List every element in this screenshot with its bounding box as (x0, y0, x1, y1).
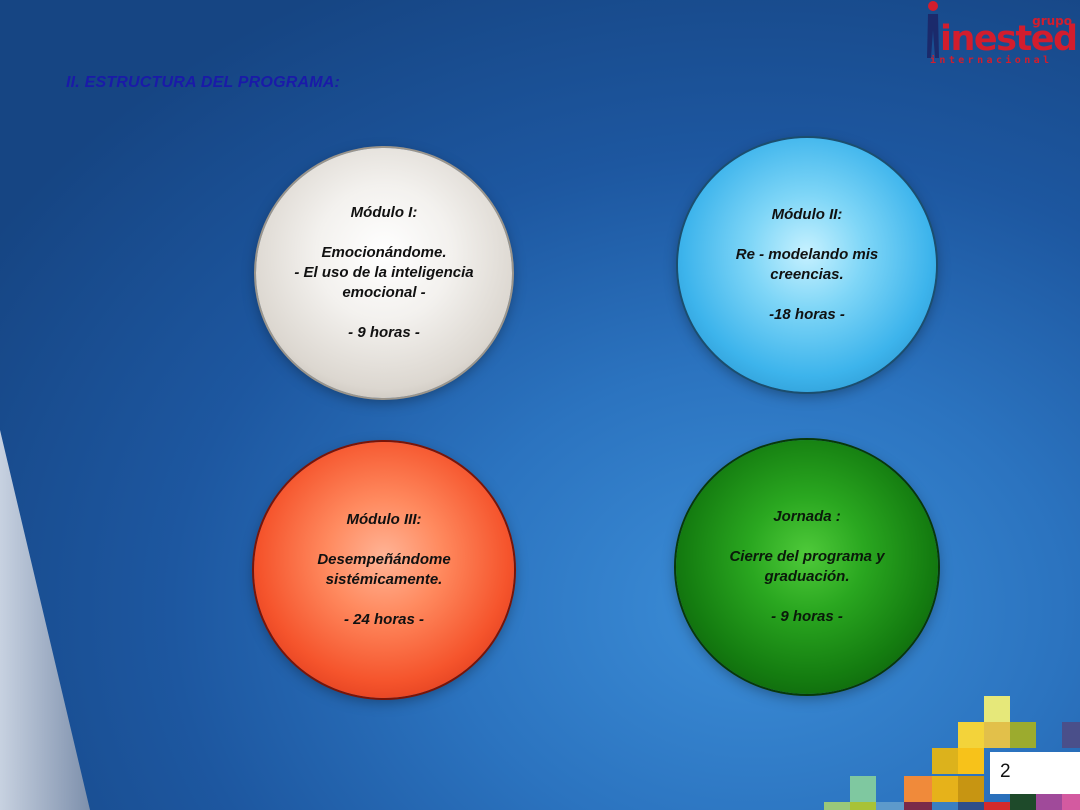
module-heading: Jornada : (773, 508, 841, 525)
module-description: Emocionándome. - El uso de la inteligenc… (294, 244, 474, 301)
module-hours: - 9 horas - (771, 608, 843, 625)
logo-grupo-text: grupo (1032, 14, 1072, 28)
module-3-bubble: Módulo III: Desempeñándome sistémicament… (254, 442, 514, 698)
module-heading: Módulo I: (350, 204, 418, 221)
module-hours: - 9 horas - (348, 324, 420, 341)
logo-subtitle-text: internacional (930, 55, 1053, 66)
module-1-bubble: Módulo I: Emocionándome. - El uso de la … (256, 148, 512, 398)
module-heading: Módulo III: (346, 511, 422, 528)
closing-session-bubble: Jornada : Cierre del programa y graduaci… (676, 440, 938, 694)
logo-brand-text: inested (940, 19, 1078, 59)
module-heading: Módulo II: (771, 206, 843, 223)
page-number: 2 (990, 752, 1080, 794)
module-hours: -18 horas - (769, 306, 845, 323)
person-figure-icon (927, 1, 939, 58)
module-description: Desempeñándome sistémicamente. (317, 551, 451, 588)
module-hours: - 24 horas - (343, 611, 425, 628)
module-description: Re - modelando mis creencias. (735, 246, 879, 283)
module-2-bubble: Módulo II: Re - modelando mis creencias.… (678, 138, 936, 392)
slide-title: II. ESTRUCTURA DEL PROGRAMA: (66, 74, 341, 91)
company-logo: grupo inested internacional (922, 0, 1080, 72)
module-description: Cierre del programa y graduación. (729, 548, 885, 585)
